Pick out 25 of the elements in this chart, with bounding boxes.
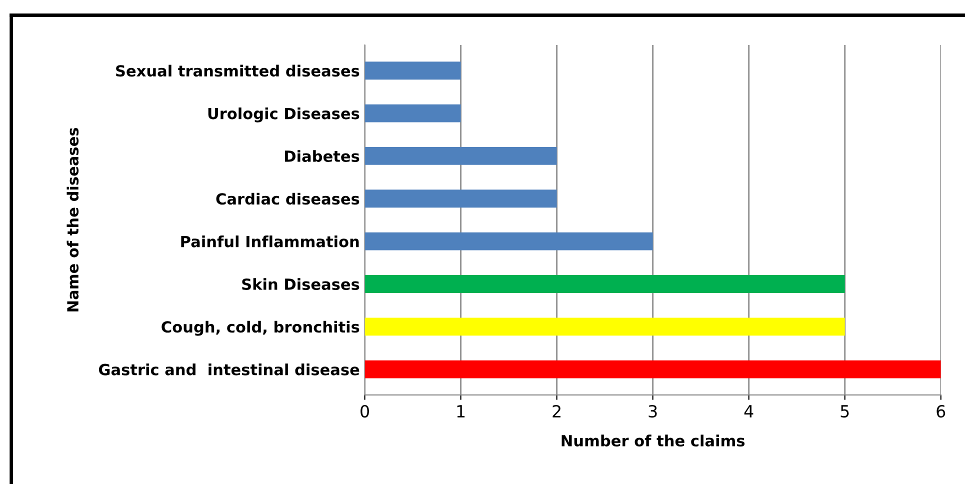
y-tick-label: Diabetes xyxy=(285,150,360,162)
bar xyxy=(364,190,557,208)
y-axis-title: Name of the diseases xyxy=(66,128,79,312)
x-axis-title: Number of the claims xyxy=(562,434,745,447)
y-tick-label: Cardiac diseases xyxy=(216,192,360,205)
x-tick-label: 3 xyxy=(648,404,657,418)
x-tick-label: 1 xyxy=(457,405,465,418)
x-tick-label: 6 xyxy=(936,404,946,418)
x-tick-label: 5 xyxy=(840,405,849,418)
y-tick-label: Urologic Diseases xyxy=(208,107,360,122)
y-tick-label: Skin Diseases xyxy=(242,278,360,290)
x-tick-label: 2 xyxy=(552,404,560,418)
bar xyxy=(364,104,461,122)
bar xyxy=(364,360,941,378)
bar xyxy=(364,62,461,80)
y-tick-label: Painful Inflammation xyxy=(181,236,359,248)
bar xyxy=(364,232,653,250)
x-tick-label: 0 xyxy=(360,404,369,418)
bar xyxy=(364,275,845,293)
y-tick-label: Gastric and intestinal disease xyxy=(98,364,360,376)
x-tick-label: 4 xyxy=(744,405,754,418)
y-tick-label: Cough, cold, bronchitis xyxy=(162,320,360,336)
bar xyxy=(364,147,557,165)
y-tick-label: Sexual transmitted diseases xyxy=(116,64,360,77)
bar xyxy=(364,318,845,336)
